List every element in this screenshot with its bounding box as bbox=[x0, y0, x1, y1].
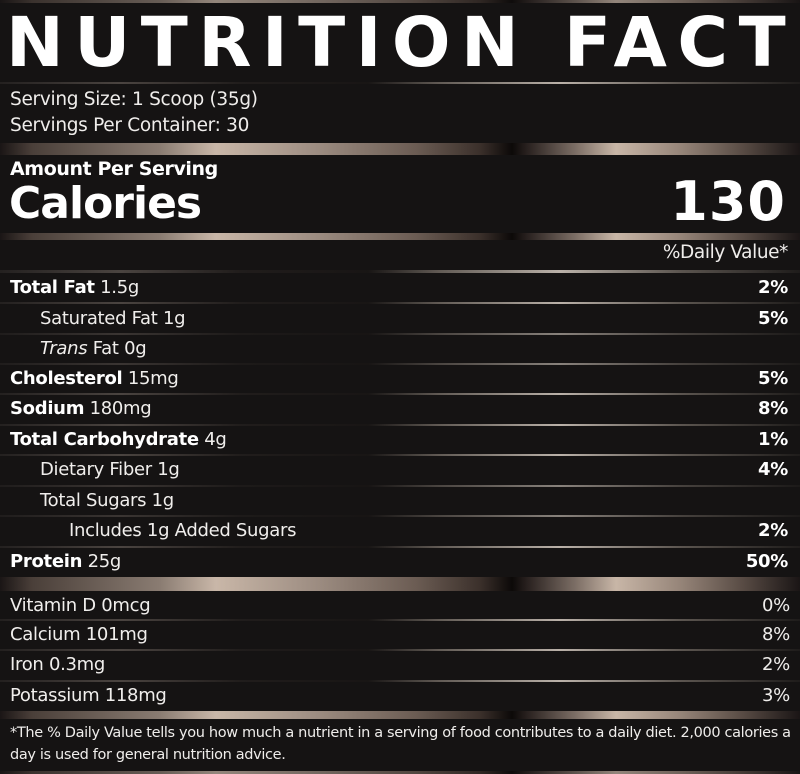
vitamin-row-calcium: Calcium 101mg 8% bbox=[0, 620, 800, 650]
divider bbox=[0, 363, 800, 365]
nutrient-name: Total Fat bbox=[10, 277, 95, 298]
nutrient-name: Cholesterol bbox=[10, 368, 123, 389]
divider bbox=[0, 546, 800, 548]
nutrient-amount: 15mg bbox=[127, 368, 179, 389]
servings-per-container: Servings Per Container: 30 bbox=[10, 115, 250, 136]
top-divider bbox=[0, 0, 800, 3]
nutrient-amount: 4g bbox=[204, 429, 227, 450]
vitamin-dv: 0% bbox=[762, 595, 790, 616]
nutrient-name-italic: Trans bbox=[40, 338, 88, 359]
nutrient-name: Fat bbox=[92, 338, 119, 359]
divider bbox=[0, 270, 800, 273]
vitamin-name: Potassium 118mg bbox=[10, 685, 167, 706]
nutrient-amount: 25g bbox=[87, 551, 122, 572]
bottom-divider bbox=[0, 771, 800, 774]
nutrient-row-total-carbohydrate: Total Carbohydrate 4g 1% bbox=[0, 425, 800, 455]
nutrient-row-protein: Protein 25g 50% bbox=[0, 547, 800, 577]
daily-value-header: %Daily Value* bbox=[662, 242, 789, 263]
nutrient-row-saturated-fat: Saturated Fat 1g 5% bbox=[0, 304, 800, 334]
nutrient-amount: 180mg bbox=[89, 398, 152, 419]
divider bbox=[0, 649, 800, 651]
calories-label: Calories bbox=[9, 178, 202, 229]
label-title: NUTRITION FACTS bbox=[6, 3, 800, 83]
vitamin-dv: 2% bbox=[762, 654, 790, 675]
nutrient-dv: 1% bbox=[758, 429, 788, 450]
nutrient-name: Includes 1g Added Sugars bbox=[69, 520, 297, 541]
divider bbox=[0, 424, 800, 426]
nutrient-name: Total Sugars bbox=[40, 490, 147, 511]
divider bbox=[0, 454, 800, 456]
nutrient-name: Saturated Fat bbox=[40, 308, 158, 329]
divider bbox=[0, 82, 800, 84]
divider bbox=[0, 302, 800, 304]
nutrient-row-added-sugars: Includes 1g Added Sugars 2% bbox=[0, 516, 800, 546]
vitamin-row-potassium: Potassium 118mg 3% bbox=[0, 681, 800, 711]
divider bbox=[0, 619, 800, 621]
vitamin-dv: 8% bbox=[762, 624, 790, 645]
serving-size: Serving Size: 1 Scoop (35g) bbox=[10, 89, 258, 110]
vitamin-dv: 3% bbox=[762, 685, 790, 706]
nutrient-amount: 1g bbox=[162, 308, 186, 329]
nutrient-amount: 1g bbox=[157, 459, 180, 480]
divider bbox=[0, 393, 800, 395]
nutrient-name: Total Carbohydrate bbox=[10, 429, 199, 450]
divider bbox=[0, 515, 800, 517]
nutrient-name: Sodium bbox=[10, 398, 85, 419]
nutrient-dv: 5% bbox=[758, 308, 788, 329]
thick-divider bbox=[0, 711, 800, 719]
nutrient-dv: 2% bbox=[758, 520, 788, 541]
divider bbox=[0, 485, 800, 487]
daily-value-footnote: *The % Daily Value tells you how much a … bbox=[10, 725, 791, 763]
vitamin-row-iron: Iron 0.3mg 2% bbox=[0, 650, 800, 680]
nutrient-name: Protein bbox=[10, 551, 83, 572]
vitamin-name: Calcium 101mg bbox=[10, 624, 148, 645]
divider bbox=[0, 333, 800, 335]
nutrient-row-sodium: Sodium 180mg 8% bbox=[0, 394, 800, 424]
nutrient-name: Dietary Fiber bbox=[40, 459, 152, 480]
thick-divider bbox=[0, 577, 800, 591]
nutrient-row-total-fat: Total Fat 1.5g 2% bbox=[0, 273, 800, 303]
nutrient-row-total-sugars: Total Sugars 1g bbox=[0, 486, 800, 516]
vitamin-row-vitamin-d: Vitamin D 0mcg 0% bbox=[0, 591, 800, 621]
nutrient-amount: 1g bbox=[151, 490, 175, 511]
nutrient-row-cholesterol: Cholesterol 15mg 5% bbox=[0, 364, 800, 394]
nutrient-dv: 8% bbox=[758, 398, 788, 419]
vitamin-name: Iron 0.3mg bbox=[10, 654, 106, 675]
calories-value: 130 bbox=[670, 170, 786, 233]
thick-divider bbox=[0, 143, 800, 155]
nutrient-amount: 0g bbox=[124, 338, 147, 359]
nutrient-amount: 1.5g bbox=[100, 277, 140, 298]
nutrient-row-trans-fat: Trans Fat 0g bbox=[0, 334, 800, 364]
nutrient-dv: 50% bbox=[745, 551, 788, 572]
nutrient-dv: 4% bbox=[758, 459, 788, 480]
nutrient-dv: 2% bbox=[758, 277, 788, 298]
thick-divider bbox=[0, 233, 800, 240]
nutrient-dv: 5% bbox=[758, 368, 788, 389]
amount-per-serving: Amount Per Serving bbox=[10, 158, 218, 180]
divider bbox=[0, 680, 800, 682]
nutrient-row-dietary-fiber: Dietary Fiber 1g 4% bbox=[0, 455, 800, 485]
vitamin-name: Vitamin D 0mcg bbox=[10, 595, 151, 616]
